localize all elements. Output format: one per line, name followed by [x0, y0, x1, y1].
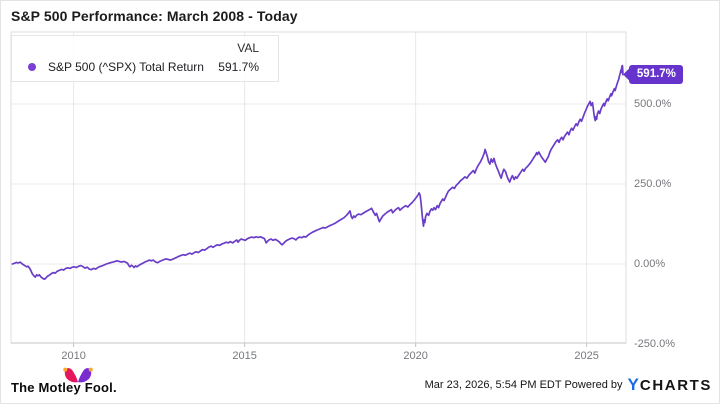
legend-box: VAL S&P 500 (^SPX) Total Return 591.7% — [11, 35, 279, 82]
chart-title: S&P 500 Performance: March 2008 - Today — [11, 8, 298, 24]
footer-attribution: Mar 23, 2026, 5:54 PM EDT Powered by Y CH… — [425, 375, 712, 395]
y-axis-tick-label: 500.0% — [634, 97, 672, 110]
series-value: 591.7% — [218, 60, 259, 74]
timestamp: Mar 23, 2026, 5:54 PM EDT Powered by — [424, 379, 623, 391]
legend-row: S&P 500 (^SPX) Total Return 591.7% — [12, 59, 278, 75]
x-axis-tick-label: 2015 — [232, 350, 257, 362]
x-axis-tick-label: 2010 — [61, 350, 86, 362]
x-axis-tick-label: 2020 — [403, 350, 428, 362]
motley-fool-logo: The Motley Fool. — [11, 367, 131, 397]
motley-fool-wordmark: The Motley Fool. — [11, 380, 117, 395]
series-dot-icon — [28, 63, 36, 71]
jester-hat-icon — [63, 367, 93, 383]
y-axis-tick-label: 250.0% — [634, 177, 672, 190]
x-axis-tick-label: 2025 — [574, 350, 599, 362]
latest-value-badge: 591.7% — [628, 65, 683, 85]
legend-val-column-header: VAL — [237, 41, 259, 55]
y-axis-tick-label: 0.00% — [634, 257, 666, 270]
series-label: S&P 500 (^SPX) Total Return — [48, 60, 204, 74]
y-axis-tick-label: -250.0% — [634, 337, 675, 350]
ycharts-logo: Y CHARTS — [627, 375, 712, 394]
ycharts-y-icon: Y — [627, 375, 639, 394]
